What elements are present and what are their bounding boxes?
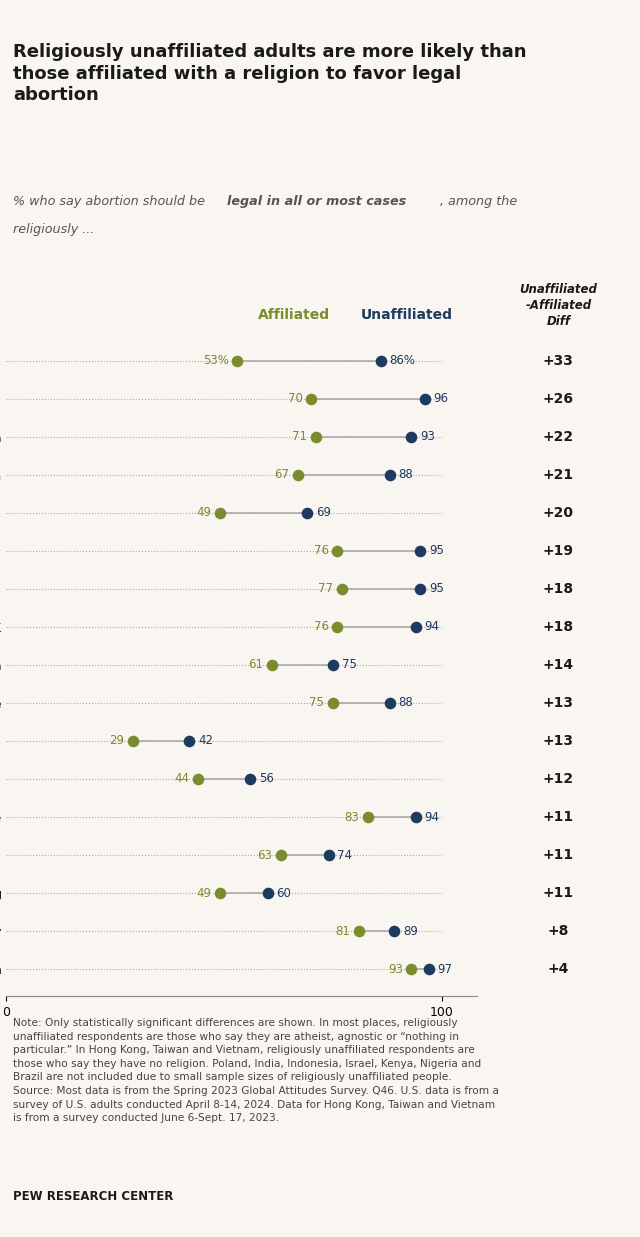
Point [127, 731, 138, 751]
Text: 70: 70 [288, 392, 303, 406]
Text: 89: 89 [403, 924, 418, 938]
Point [193, 769, 203, 789]
Text: 74: 74 [337, 849, 353, 861]
Text: 93: 93 [420, 430, 435, 443]
Text: Unaffiliated: Unaffiliated [520, 283, 597, 296]
Text: 49: 49 [196, 506, 211, 520]
Text: 75: 75 [342, 658, 356, 672]
Point [306, 388, 316, 408]
Point [328, 656, 338, 675]
Text: 94: 94 [424, 620, 440, 633]
Text: 42: 42 [198, 735, 213, 747]
Point [245, 769, 255, 789]
Text: PEW RESEARCH CENTER: PEW RESEARCH CENTER [13, 1190, 173, 1204]
Text: 63: 63 [257, 849, 272, 861]
Text: religiously ...: religiously ... [13, 223, 94, 236]
Text: 56: 56 [259, 772, 274, 785]
Point [214, 883, 225, 903]
Text: 93: 93 [388, 962, 403, 976]
Text: 81: 81 [335, 924, 351, 938]
Text: Diff: Diff [547, 315, 570, 328]
Text: -Affiliated: -Affiliated [525, 299, 591, 312]
Point [332, 541, 342, 560]
Point [214, 503, 225, 523]
Text: 95: 95 [429, 544, 444, 558]
Text: 86%: 86% [390, 354, 416, 367]
Text: +21: +21 [543, 468, 574, 481]
Point [385, 465, 395, 485]
Point [324, 845, 334, 865]
Text: 76: 76 [314, 620, 329, 633]
Text: Note: Only statistically significant differences are shown. In most places, reli: Note: Only statistically significant dif… [13, 1018, 499, 1123]
Text: +13: +13 [543, 696, 574, 710]
Text: +22: +22 [543, 429, 574, 444]
Text: 69: 69 [316, 506, 331, 520]
Text: 97: 97 [438, 962, 452, 976]
Text: 76: 76 [314, 544, 329, 558]
Text: 94: 94 [424, 810, 440, 824]
Point [411, 807, 421, 826]
Text: 88: 88 [398, 696, 413, 710]
Text: 49: 49 [196, 887, 211, 899]
Text: +11: +11 [543, 849, 574, 862]
Text: +20: +20 [543, 506, 574, 520]
Text: Affiliated: Affiliated [259, 308, 330, 322]
Point [376, 351, 386, 371]
Text: 77: 77 [318, 583, 333, 595]
Text: +11: +11 [543, 886, 574, 901]
Point [302, 503, 312, 523]
Text: % who say abortion should be: % who say abortion should be [13, 195, 209, 209]
Text: +11: +11 [543, 810, 574, 824]
Point [415, 579, 426, 599]
Text: 96: 96 [433, 392, 448, 406]
Text: +26: +26 [543, 392, 574, 406]
Text: +19: +19 [543, 544, 574, 558]
Text: , among the: , among the [440, 195, 518, 209]
Text: 83: 83 [344, 810, 359, 824]
Text: 88: 88 [398, 469, 413, 481]
Point [232, 351, 243, 371]
Text: 60: 60 [276, 887, 291, 899]
Text: legal in all or most cases: legal in all or most cases [227, 195, 406, 209]
Point [293, 465, 303, 485]
Point [419, 388, 429, 408]
Text: Unaffiliated: Unaffiliated [360, 308, 452, 322]
Point [406, 959, 417, 978]
Point [385, 693, 395, 713]
Point [267, 656, 277, 675]
Point [184, 731, 195, 751]
Text: +18: +18 [543, 581, 574, 596]
Text: 75: 75 [310, 696, 324, 710]
Point [411, 617, 421, 637]
Text: 67: 67 [275, 469, 289, 481]
Point [389, 922, 399, 941]
Text: +13: +13 [543, 734, 574, 748]
Text: 95: 95 [429, 583, 444, 595]
Text: 61: 61 [248, 658, 264, 672]
Text: +18: +18 [543, 620, 574, 633]
Text: +12: +12 [543, 772, 574, 785]
Text: +8: +8 [548, 924, 569, 938]
Point [262, 883, 273, 903]
Text: 44: 44 [174, 772, 189, 785]
Point [363, 807, 373, 826]
Point [328, 693, 338, 713]
Point [332, 617, 342, 637]
Point [337, 579, 347, 599]
Text: +14: +14 [543, 658, 574, 672]
Text: Religiously unaffiliated adults are more likely than
those affiliated with a rel: Religiously unaffiliated adults are more… [13, 43, 526, 104]
Point [406, 427, 417, 447]
Text: 53%: 53% [203, 354, 228, 367]
Point [354, 922, 364, 941]
Text: +33: +33 [543, 354, 574, 367]
Point [424, 959, 434, 978]
Point [276, 845, 286, 865]
Point [415, 541, 426, 560]
Text: 29: 29 [109, 735, 124, 747]
Text: 71: 71 [292, 430, 307, 443]
Text: +4: +4 [548, 962, 569, 976]
Point [310, 427, 321, 447]
